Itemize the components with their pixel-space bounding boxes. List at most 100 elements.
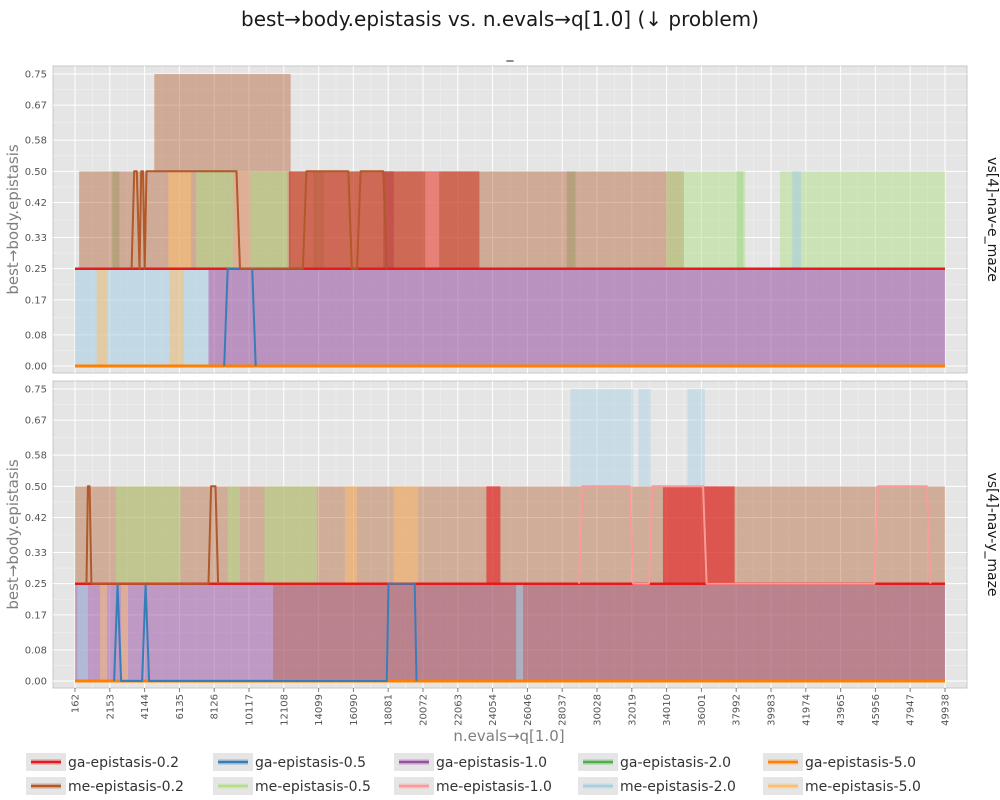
x-tick-label: 14099	[314, 694, 325, 726]
band-me-epistasis-2.0	[516, 583, 524, 681]
legend-label: ga-epistasis-2.0	[620, 755, 731, 771]
legend: ga-epistasis-0.2 ga-epistasis-0.5 ga-epist…	[26, 753, 921, 795]
band-me-epistasis-0.2	[273, 583, 945, 681]
y-tick-label: 0.42	[25, 513, 47, 524]
y-tick-label: 0.08	[25, 330, 47, 341]
band-me-epistasis-5.0	[393, 486, 419, 584]
x-tick-label: 8126	[210, 694, 221, 719]
x-tick-label: 32019	[627, 694, 638, 726]
band-me-epistasis-0.5	[797, 171, 945, 269]
x-tick-label: 18081	[384, 694, 395, 726]
legend-item: ga-epistasis-0.5	[213, 753, 366, 771]
x-tick-label: 28037	[558, 694, 569, 726]
legend-item: ga-epistasis-1.0	[394, 753, 547, 771]
band-me-epistasis-0.5	[666, 171, 746, 269]
legend-item: me-epistasis-1.0	[394, 777, 552, 795]
x-tick-label: 22063	[453, 694, 464, 726]
x-tick-label: 34010	[662, 694, 673, 726]
line-me-epistasis-0.2	[85, 485, 220, 585]
legend-label: ga-epistasis-1.0	[436, 755, 547, 771]
x-tick-label: 10117	[244, 694, 255, 726]
band-ga-epistasis-1.0	[208, 268, 946, 366]
legend-label: me-epistasis-2.0	[620, 779, 736, 795]
x-tick-label: 2153	[105, 694, 116, 719]
band-me-epistasis-2.0	[77, 583, 88, 681]
legend-item: ga-epistasis-2.0	[578, 753, 731, 771]
band-me-epistasis-5.0	[100, 583, 108, 681]
y-tick-label: 0.33	[25, 548, 47, 559]
band-me-epistasis-5.0	[344, 486, 358, 584]
y-tick-label: 0.75	[25, 70, 47, 81]
band-ga-epistasis-2.0	[112, 171, 120, 269]
line-me-epistasis-0.2	[130, 170, 388, 270]
x-tick-label: 30028	[593, 694, 604, 726]
band-ga-epistasis-0.2	[486, 486, 501, 584]
band-me-epistasis-2.0	[570, 389, 634, 487]
x-tick-label: 36001	[697, 694, 708, 726]
y-tick-label: 0.25	[25, 579, 47, 590]
x-tick-label: 43965	[836, 694, 847, 726]
panels: 0.00 0.08 0.17 0.25 0.33 0.42 0.50 0.58 0.67 0.75…	[4, 65, 1000, 726]
legend-label: ga-epistasis-0.5	[255, 755, 366, 771]
legend-item: ga-epistasis-0.2	[26, 753, 179, 771]
panel-2: 0.00 0.08 0.17 0.25 0.33 0.42 0.50 0.58 0.67 0.75…	[4, 380, 1000, 726]
band-me-epistasis-0.2	[79, 171, 85, 269]
band-me-epistasis-1.0	[232, 171, 251, 269]
y-tick-label: 0.42	[25, 198, 47, 209]
line-ga-epistasis-0.5	[113, 582, 418, 682]
y-tick-label: 0.75	[25, 385, 47, 396]
panel-1: 0.00 0.08 0.17 0.25 0.33 0.42 0.50 0.58 0.67 0.75…	[4, 65, 1000, 374]
band-me-epistasis-0.5	[264, 486, 317, 584]
y-tick-label: 0.00	[25, 362, 47, 373]
y-tick-label: 0.58	[25, 136, 47, 147]
y-tick-label: 0.00	[25, 677, 47, 688]
x-tick-label: 47947	[906, 694, 917, 726]
band-ga-epistasis-0.2	[662, 486, 735, 584]
x-tick-label: 12108	[279, 694, 290, 726]
y-tick-label: 0.50	[25, 482, 47, 493]
band-me-epistasis-5.0	[170, 268, 185, 366]
y-axis-label: best→body.epistasis	[4, 459, 22, 610]
legend-label: me-epistasis-0.5	[255, 779, 371, 795]
chart-subtitle: _	[506, 46, 515, 62]
band-me-epistasis-2.0	[75, 268, 209, 366]
band-me-epistasis-5.0	[168, 171, 192, 269]
x-tick-label: 4144	[140, 694, 151, 719]
x-tick-label: 24054	[488, 694, 499, 726]
x-tick-label: 45956	[871, 694, 882, 726]
legend-item: me-epistasis-2.0	[578, 777, 736, 795]
legend-label: ga-epistasis-5.0	[805, 755, 916, 771]
y-tick-label: 0.25	[25, 264, 47, 275]
legend-item: me-epistasis-5.0	[763, 777, 921, 795]
band-me-epistasis-0.2	[75, 486, 945, 584]
legend-label: me-epistasis-0.2	[68, 779, 184, 795]
legend-item: me-epistasis-0.5	[213, 777, 371, 795]
x-tick-label: 41974	[801, 694, 812, 726]
facet-label: vs[4]-nav-e_maze	[984, 157, 1000, 282]
y-tick-label: 0.67	[25, 101, 47, 112]
y-tick-label: 0.50	[25, 167, 47, 178]
y-tick-label: 0.58	[25, 451, 47, 462]
band-me-epistasis-5.0	[121, 583, 129, 681]
legend-label: ga-epistasis-0.2	[68, 755, 179, 771]
legend-label: me-epistasis-1.0	[436, 779, 552, 795]
chart-title: best→body.epistasis vs. n.evals→q[1.0] (…	[241, 7, 759, 31]
band-me-epistasis-2.0	[792, 171, 802, 269]
band-me-epistasis-2.0	[638, 389, 651, 487]
y-tick-label: 0.17	[25, 295, 47, 306]
x-tick-label: 49938	[941, 694, 952, 726]
band-me-epistasis-0.5	[115, 486, 181, 584]
y-tick-label: 0.67	[25, 416, 47, 427]
legend-item: ga-epistasis-5.0	[763, 753, 916, 771]
band-me-epistasis-0.5	[227, 486, 240, 584]
band-me-epistasis-0.2	[154, 74, 291, 172]
x-tick-label: 6135	[175, 694, 186, 719]
x-tick-label: 162	[71, 694, 82, 713]
band-me-epistasis-2.0	[687, 389, 705, 487]
y-tick-label: 0.33	[25, 233, 47, 244]
y-axis-label: best→body.epistasis	[4, 144, 22, 295]
x-axis-label: n.evals→q[1.0]	[453, 727, 564, 745]
y-tick-label: 0.17	[25, 610, 47, 621]
line-me-epistasis-1.0	[578, 485, 932, 585]
band-ga-epistasis-2.0	[566, 171, 576, 269]
